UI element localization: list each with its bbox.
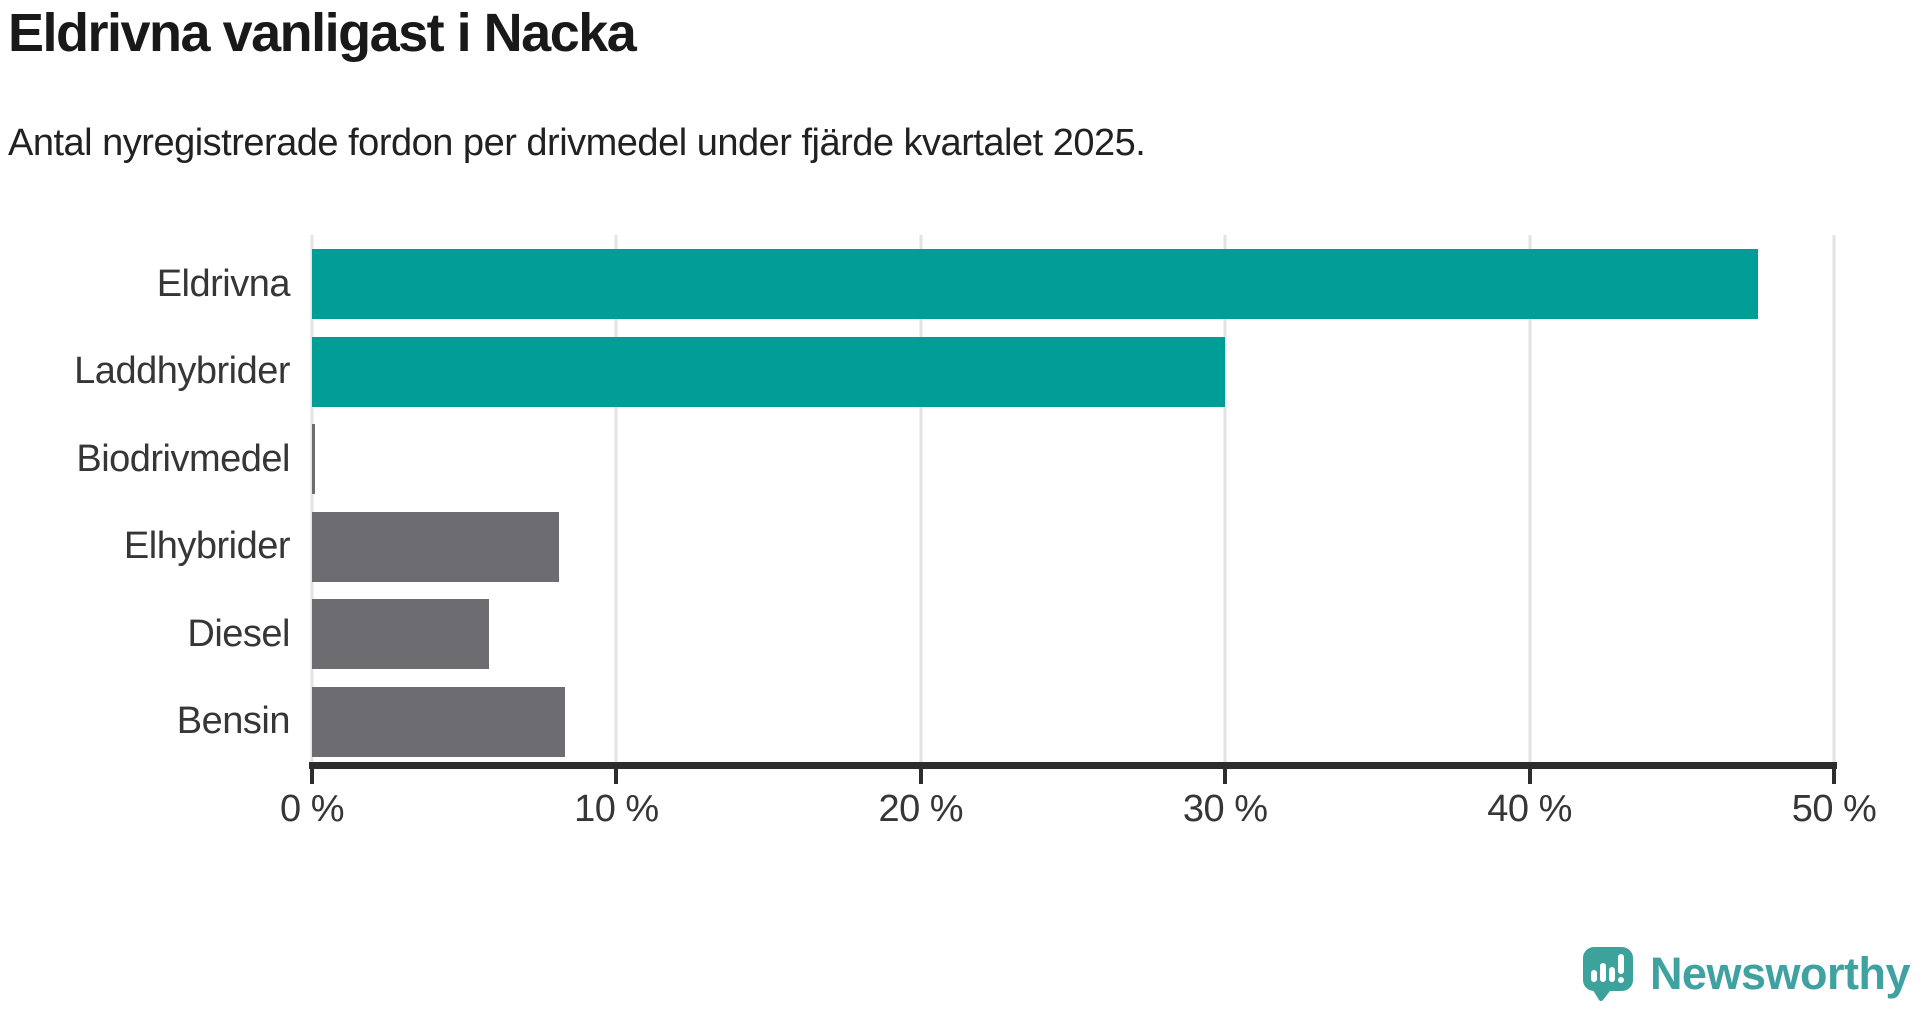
bar-eldrivna <box>312 249 1758 319</box>
bar-bensin <box>312 686 565 757</box>
gridline-0 <box>310 235 314 762</box>
gridline-20 <box>919 235 923 762</box>
gridline-10 <box>614 235 618 762</box>
x-axis-tick-50 <box>1832 769 1836 784</box>
bar-elhybrider <box>312 511 559 582</box>
x-axis-tick-20 <box>918 769 923 784</box>
category-label-bensin: Bensin <box>176 700 291 742</box>
category-label-elhybrider: Elhybrider <box>123 525 291 567</box>
x-tick-label-50: 50 % <box>1791 788 1877 830</box>
x-axis-tick-40 <box>1527 769 1532 784</box>
gridline-40 <box>1528 235 1532 762</box>
chart-subtitle: Antal nyregistrerade fordon per drivmede… <box>8 122 1146 164</box>
x-tick-label-30: 30 % <box>1182 788 1268 830</box>
bar-biodrivmedel <box>312 424 316 494</box>
plot-area <box>310 235 1836 762</box>
category-label-laddhybrider: Laddhybrider <box>74 350 290 392</box>
x-axis-tick-30 <box>1223 769 1228 784</box>
newsworthy-logo-icon <box>1582 946 1634 1002</box>
bar-laddhybrider <box>312 336 1226 407</box>
category-label-eldrivna: Eldrivna <box>156 262 291 305</box>
x-axis-tick-0 <box>310 769 314 784</box>
x-axis-line <box>309 762 1837 769</box>
gridline-50 <box>1832 235 1836 762</box>
newsworthy-logo: Newsworthy <box>1582 946 1911 1002</box>
x-tick-label-0: 0 % <box>280 788 344 830</box>
x-axis-tick-10 <box>614 769 619 784</box>
x-tick-label-10: 10 % <box>574 788 659 830</box>
gridline-30 <box>1223 235 1227 762</box>
category-labels: Eldrivna Laddhybrider Biodrivmedel Elhybrid… <box>0 235 290 762</box>
x-tick-label-20: 20 % <box>878 788 964 830</box>
newsworthy-logo-text: Newsworthy <box>1649 948 1911 999</box>
bar-diesel <box>312 599 489 669</box>
category-label-biodrivmedel: Biodrivmedel <box>76 437 290 480</box>
x-tick-label-40: 40 % <box>1487 788 1572 830</box>
chart-title: Eldrivna vanligast i Nacka <box>8 3 637 63</box>
category-label-diesel: Diesel <box>187 612 290 655</box>
